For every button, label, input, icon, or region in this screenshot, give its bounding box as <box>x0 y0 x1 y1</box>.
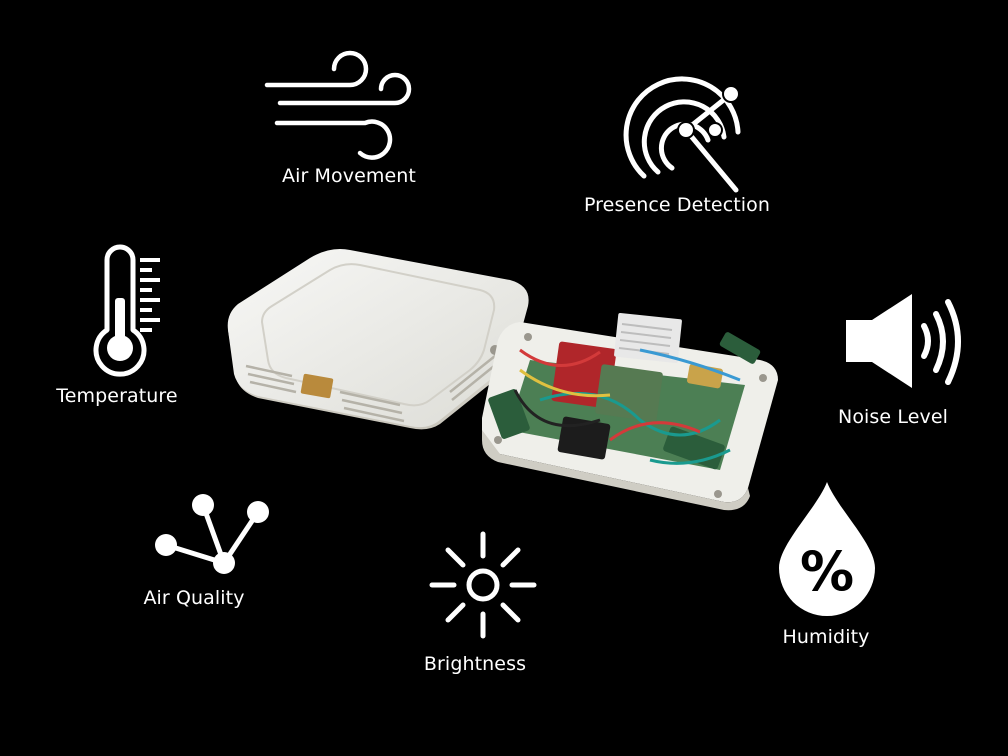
radar-icon <box>623 76 741 193</box>
feature-label: Air Quality <box>143 587 245 609</box>
feature-label: Brightness <box>423 653 527 675</box>
feature-label: Humidity <box>782 626 870 648</box>
speaker-icon <box>846 294 961 388</box>
thermometer-icon <box>93 244 160 377</box>
open-sensor-board <box>482 312 778 511</box>
feature-label: Air Movement <box>282 165 416 187</box>
wind-icon <box>264 50 412 160</box>
sun-icon <box>429 531 537 639</box>
molecule-icon <box>155 494 269 574</box>
percent-symbol: % <box>800 540 854 603</box>
feature-label: Temperature <box>56 385 178 407</box>
closed-enclosure <box>227 249 529 430</box>
feature-label: Presence Detection <box>583 194 771 216</box>
feature-label: Noise Level <box>838 406 948 428</box>
water-drop-percent-icon: % <box>779 482 875 616</box>
